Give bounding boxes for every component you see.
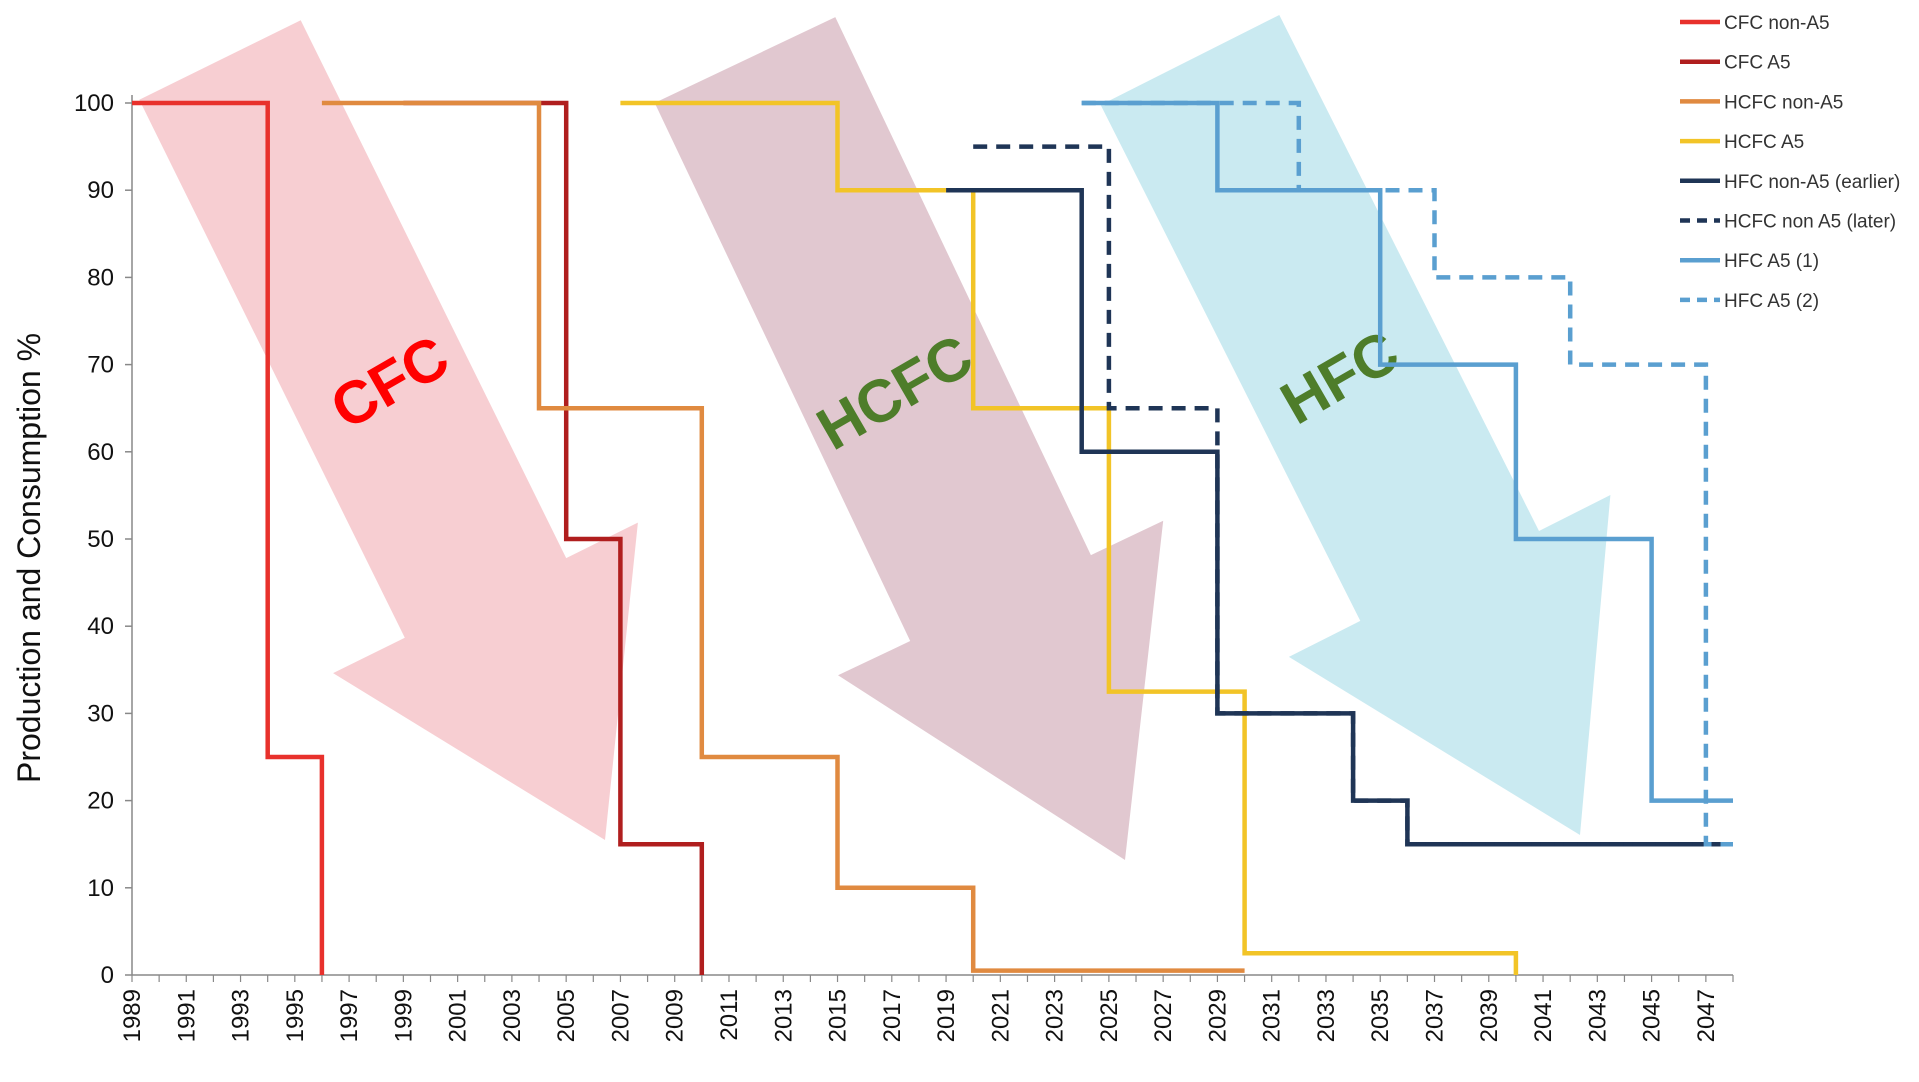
series-line-hfc-a5-1 (1081, 100, 1733, 803)
x-tick-label: 2033 (1313, 989, 1340, 1042)
y-tick-label: 20 (87, 788, 114, 815)
legend-entry-label: HFC A5 (1) (1724, 251, 1819, 272)
x-tick-label: 1999 (390, 989, 417, 1042)
x-tick-label: 2031 (1259, 989, 1286, 1042)
series-layer (132, 100, 1733, 975)
phase-arrow-hfc (1100, 15, 1611, 835)
phase-arrow-hcfc (654, 17, 1164, 861)
series-line-hcfc-non-a5 (321, 100, 1245, 973)
x-tick-label: 2019 (933, 989, 960, 1042)
y-axis-label: Production and Consumption % (11, 333, 47, 783)
x-tick-label: 1997 (336, 989, 363, 1042)
legend: CFC non-A5 CFC A5 HCFC non-A5 HCFC A5 HFC no… (1680, 13, 1900, 312)
legend-entry-label: CFC non-A5 (1724, 13, 1830, 34)
axes-layer: 0 10 20 30 40 50 60 70 80 90 100 1989 1991 1993 1995 19… (74, 90, 1734, 1042)
y-tick-label: 80 (87, 264, 114, 291)
arrows-layer: CFC HCFC HFC (139, 15, 1611, 861)
x-tick-label: 2039 (1476, 989, 1503, 1042)
legend-entry-label: HCFC non A5 (later) (1724, 212, 1896, 233)
phase-arrow-cfc (139, 20, 638, 840)
legend-entry-label: HCFC A5 (1724, 132, 1804, 153)
legend-entry-label: HCFC non-A5 (1724, 92, 1843, 113)
y-tick-label: 100 (74, 90, 114, 117)
x-tick-label: 2017 (879, 989, 906, 1042)
x-tick-label: 2029 (1204, 989, 1231, 1042)
x-tick-label: 2005 (553, 989, 580, 1042)
x-tick-label: 2009 (662, 989, 689, 1042)
legend-entry-label: CFC A5 (1724, 53, 1791, 74)
series-line-hfc-a5-2 (1081, 100, 1733, 847)
y-tick-label: 50 (87, 526, 114, 553)
x-tick-label: 1995 (282, 989, 309, 1042)
x-tick-label: 2015 (825, 989, 852, 1042)
series-line-cfc-non-a5 (132, 100, 325, 975)
x-tick-label: 2003 (499, 989, 526, 1042)
x-tick-label: 2027 (1150, 989, 1177, 1042)
y-tick-label: 0 (101, 962, 114, 989)
x-tick-label: 2035 (1367, 989, 1394, 1042)
x-tick-label: 2041 (1530, 989, 1557, 1042)
y-tick-label: 40 (87, 613, 114, 640)
x-tick-label: 2001 (445, 989, 472, 1042)
x-tick-label: 2037 (1422, 989, 1449, 1042)
x-tick-label: 2045 (1639, 989, 1666, 1042)
y-tick-label: 30 (87, 700, 114, 727)
series-line-hcfc-non-a5-later (973, 144, 1733, 847)
x-tick-label: 2021 (987, 989, 1014, 1042)
x-tick-label: 2043 (1584, 989, 1611, 1042)
x-tick-label: 1989 (119, 989, 146, 1042)
x-tick-label: 2011 (716, 989, 743, 1041)
x-tick-label: 2007 (607, 989, 634, 1042)
series-line-cfc-a5 (403, 100, 705, 975)
x-tick-label: 1993 (228, 989, 255, 1042)
x-tick-label: 2023 (1042, 989, 1069, 1042)
x-tick-label: 2025 (1096, 989, 1123, 1042)
y-tick-label: 60 (87, 439, 114, 466)
legend-entry-label: HFC A5 (2) (1724, 291, 1819, 312)
legend-entry-label: HFC non-A5 (earlier) (1724, 172, 1900, 193)
y-tick-label: 70 (87, 352, 114, 379)
x-tick-label: 2047 (1693, 989, 1720, 1042)
y-tick-label: 90 (87, 177, 114, 204)
x-tick-label: 2013 (770, 989, 797, 1042)
y-tick-label: 10 (87, 875, 114, 902)
x-tick-label: 1991 (173, 989, 200, 1042)
